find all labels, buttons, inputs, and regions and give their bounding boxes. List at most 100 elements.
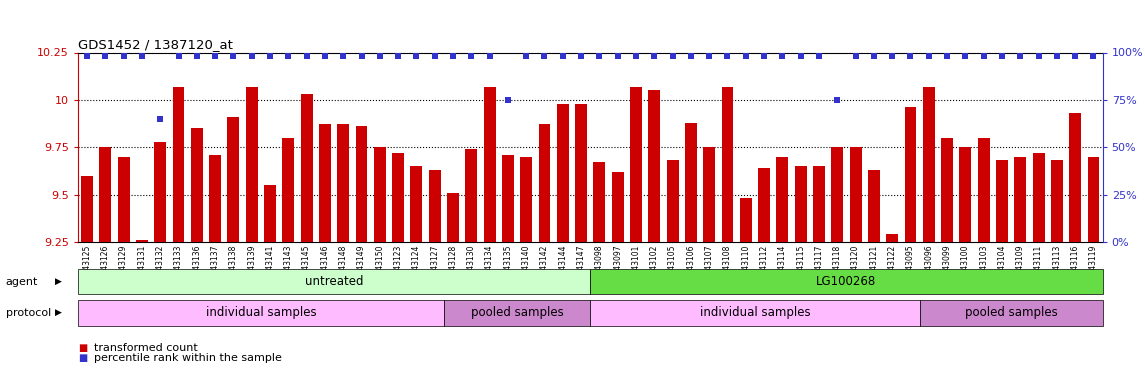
Bar: [374, 147, 386, 242]
Bar: [338, 124, 349, 242]
Point: [626, 53, 645, 59]
Bar: [392, 153, 404, 242]
Point: [919, 53, 938, 59]
Point: [1011, 53, 1029, 59]
Bar: [556, 104, 569, 242]
Bar: [996, 160, 1008, 242]
Bar: [483, 87, 496, 242]
Bar: [428, 170, 441, 242]
Bar: [502, 155, 514, 242]
Bar: [703, 147, 716, 242]
Bar: [136, 240, 148, 242]
Point: [316, 53, 334, 59]
Point: [389, 53, 408, 59]
Bar: [905, 107, 916, 242]
Point: [718, 53, 736, 59]
Point: [463, 53, 481, 59]
Point: [114, 53, 133, 59]
Bar: [960, 147, 971, 242]
Point: [572, 53, 591, 59]
Point: [554, 53, 572, 59]
Text: ▶: ▶: [55, 277, 62, 286]
Point: [78, 53, 96, 59]
Bar: [978, 138, 989, 242]
Point: [810, 53, 828, 59]
Text: GDS1452 / 1387120_at: GDS1452 / 1387120_at: [78, 38, 232, 51]
Point: [408, 53, 426, 59]
Bar: [301, 94, 313, 242]
Bar: [210, 155, 221, 242]
Point: [518, 53, 536, 59]
Bar: [155, 141, 166, 242]
Text: ■: ■: [78, 353, 87, 363]
Point: [755, 53, 773, 59]
Bar: [611, 172, 624, 242]
Point: [736, 53, 755, 59]
Bar: [447, 193, 459, 242]
Bar: [191, 128, 203, 242]
Text: individual samples: individual samples: [206, 306, 316, 319]
Bar: [228, 117, 239, 242]
Point: [536, 53, 554, 59]
Bar: [923, 87, 934, 242]
Point: [96, 53, 114, 59]
Point: [206, 53, 224, 59]
Bar: [1069, 113, 1081, 242]
Text: pooled samples: pooled samples: [965, 306, 1058, 319]
Text: ▶: ▶: [55, 308, 62, 317]
Bar: [319, 124, 331, 242]
Point: [1066, 53, 1084, 59]
Bar: [648, 90, 661, 242]
Bar: [813, 166, 824, 242]
Point: [846, 53, 864, 59]
Point: [791, 53, 810, 59]
Point: [353, 53, 371, 59]
Point: [261, 53, 279, 59]
Bar: [1014, 157, 1026, 242]
Bar: [1051, 160, 1063, 242]
Bar: [740, 198, 752, 242]
Point: [334, 53, 353, 59]
Bar: [575, 104, 587, 242]
Point: [298, 53, 316, 59]
Point: [993, 53, 1011, 59]
Bar: [100, 147, 111, 242]
Bar: [666, 160, 679, 242]
Bar: [465, 149, 477, 242]
Bar: [721, 87, 734, 242]
Point: [663, 53, 681, 59]
Point: [1084, 53, 1103, 59]
Text: untreated: untreated: [305, 275, 363, 288]
Bar: [264, 185, 276, 242]
Text: agent: agent: [6, 277, 38, 286]
Point: [901, 53, 919, 59]
Bar: [850, 147, 861, 242]
Point: [608, 53, 626, 59]
Point: [883, 53, 901, 59]
Bar: [831, 147, 843, 242]
Point: [243, 53, 261, 59]
Bar: [758, 168, 771, 242]
Text: individual samples: individual samples: [700, 306, 811, 319]
Point: [1029, 53, 1048, 59]
Text: pooled samples: pooled samples: [471, 306, 563, 319]
Bar: [173, 87, 184, 242]
Point: [700, 53, 718, 59]
Point: [481, 53, 499, 59]
Bar: [776, 157, 789, 242]
Point: [681, 53, 700, 59]
Point: [828, 97, 846, 103]
Point: [444, 53, 463, 59]
Point: [279, 53, 298, 59]
Point: [151, 116, 169, 122]
Bar: [630, 87, 642, 242]
Bar: [1033, 153, 1044, 242]
Bar: [868, 170, 879, 242]
Bar: [593, 162, 606, 242]
Bar: [283, 138, 294, 242]
Point: [956, 53, 974, 59]
Text: LG100268: LG100268: [816, 275, 877, 288]
Point: [974, 53, 993, 59]
Point: [224, 53, 243, 59]
Bar: [795, 166, 806, 242]
